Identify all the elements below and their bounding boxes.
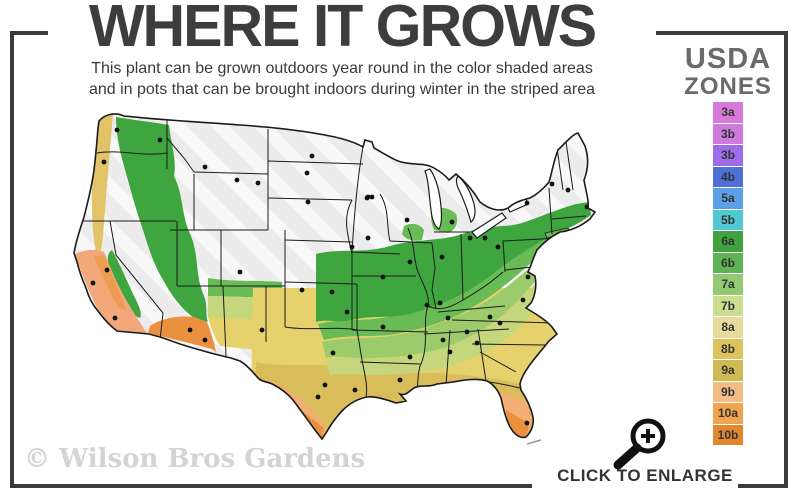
page-title: WHERE IT GROWS (88, 0, 597, 59)
frame-right (784, 31, 788, 488)
legend-zone-swatch: 6a (713, 231, 743, 252)
city-dot (424, 302, 430, 308)
city-dot (467, 235, 473, 241)
legend-zone-swatch: 8b (713, 338, 743, 359)
legend-zone-swatch: 8a (713, 317, 743, 338)
city-dot (114, 127, 120, 133)
zoom-in-icon[interactable] (600, 408, 680, 474)
city-dot (487, 314, 493, 320)
watermark: © Wilson Bros Gardens (24, 444, 366, 474)
city-dot (322, 382, 328, 388)
legend-zone-swatch: 3a (713, 102, 743, 123)
frame-bottom-left (10, 484, 532, 488)
city-dot (330, 350, 336, 356)
city-dot (112, 315, 118, 321)
subtitle-line-2: and in pots that can be brought indoors … (88, 81, 596, 98)
city-dot (90, 280, 96, 286)
city-dot (525, 274, 531, 280)
legend-zone-swatch: 3b (713, 145, 743, 166)
city-dot (352, 387, 358, 393)
legend-zone-swatch: 7a (713, 274, 743, 295)
florida-keys (526, 439, 542, 445)
city-dot (380, 274, 386, 280)
city-dot (397, 377, 403, 383)
city-dot (449, 219, 455, 225)
city-dot (538, 177, 544, 183)
frame-left (10, 31, 14, 488)
city-dot (549, 181, 555, 187)
city-dot (349, 244, 355, 250)
legend-zone-swatch: 7b (713, 295, 743, 316)
city-dot (202, 337, 208, 343)
frame-bottom-right (738, 484, 788, 488)
city-dot (259, 327, 265, 333)
page-subtitle: This plant can be grown outdoors year ro… (42, 58, 642, 100)
city-dots (90, 127, 590, 426)
city-dot (437, 300, 443, 306)
legend-zone-swatch: 4b (713, 166, 743, 187)
city-dot (524, 420, 530, 426)
legend-zone-swatch: 10b (713, 424, 743, 445)
city-dot (494, 397, 500, 403)
city-dot (474, 340, 480, 346)
city-dot (380, 324, 386, 330)
city-dot (234, 177, 240, 183)
city-dot (237, 269, 243, 275)
city-dot (309, 153, 315, 159)
city-dot (482, 235, 488, 241)
city-dot (497, 320, 503, 326)
city-dot (101, 159, 107, 165)
zone-swatch-column: 3a 3b 3b 4b 5a 5b 6a 6b 7a 7b 8a 8b 9a 9b 10a 10b (713, 102, 743, 446)
city-dot (104, 267, 110, 273)
city-dot (202, 164, 208, 170)
legend-zone-swatch: 3b (713, 123, 743, 144)
legend-zone-swatch: 6b (713, 252, 743, 273)
city-dot (369, 194, 375, 200)
city-dot (464, 329, 470, 335)
city-dot (565, 187, 571, 193)
city-dot (365, 235, 371, 241)
legend-zone-swatch: 5a (713, 188, 743, 209)
legend-zone-swatch: 5b (713, 209, 743, 230)
subtitle-line-1: This plant can be grown outdoors year ro… (91, 60, 593, 77)
legend-title-zones: ZONES (684, 73, 772, 100)
city-dot (255, 180, 261, 186)
legend-zone-swatch: 10a (713, 403, 743, 424)
city-dot (440, 337, 446, 343)
city-dot (344, 309, 350, 315)
legend-zone-swatch: 9a (713, 360, 743, 381)
usda-zones-legend: USDA ZONES (680, 44, 776, 100)
great-lakes (424, 168, 529, 239)
click-to-enlarge-button[interactable]: CLICK TO ENLARGE (557, 466, 733, 485)
legend-title-usda: USDA (684, 43, 772, 75)
us-outline (73, 113, 597, 441)
frame-top-left (10, 31, 48, 35)
city-dot (495, 244, 501, 250)
city-dot (407, 354, 413, 360)
city-dot (404, 217, 410, 223)
city-dot (299, 287, 305, 293)
city-dot (524, 200, 530, 206)
city-dot (364, 195, 370, 201)
city-dot (304, 170, 310, 176)
city-dot (447, 349, 453, 355)
city-dot (439, 254, 445, 260)
legend-zone-swatch: 9b (713, 381, 743, 402)
city-dot (187, 327, 193, 333)
frame-top-right (656, 31, 788, 35)
city-dot (329, 289, 335, 295)
map-fill-layers (74, 113, 595, 439)
city-dot (520, 297, 526, 303)
city-dot (315, 394, 321, 400)
city-dot (445, 315, 451, 321)
city-dot (305, 199, 311, 205)
city-dot (157, 137, 163, 143)
city-dot (407, 259, 413, 265)
